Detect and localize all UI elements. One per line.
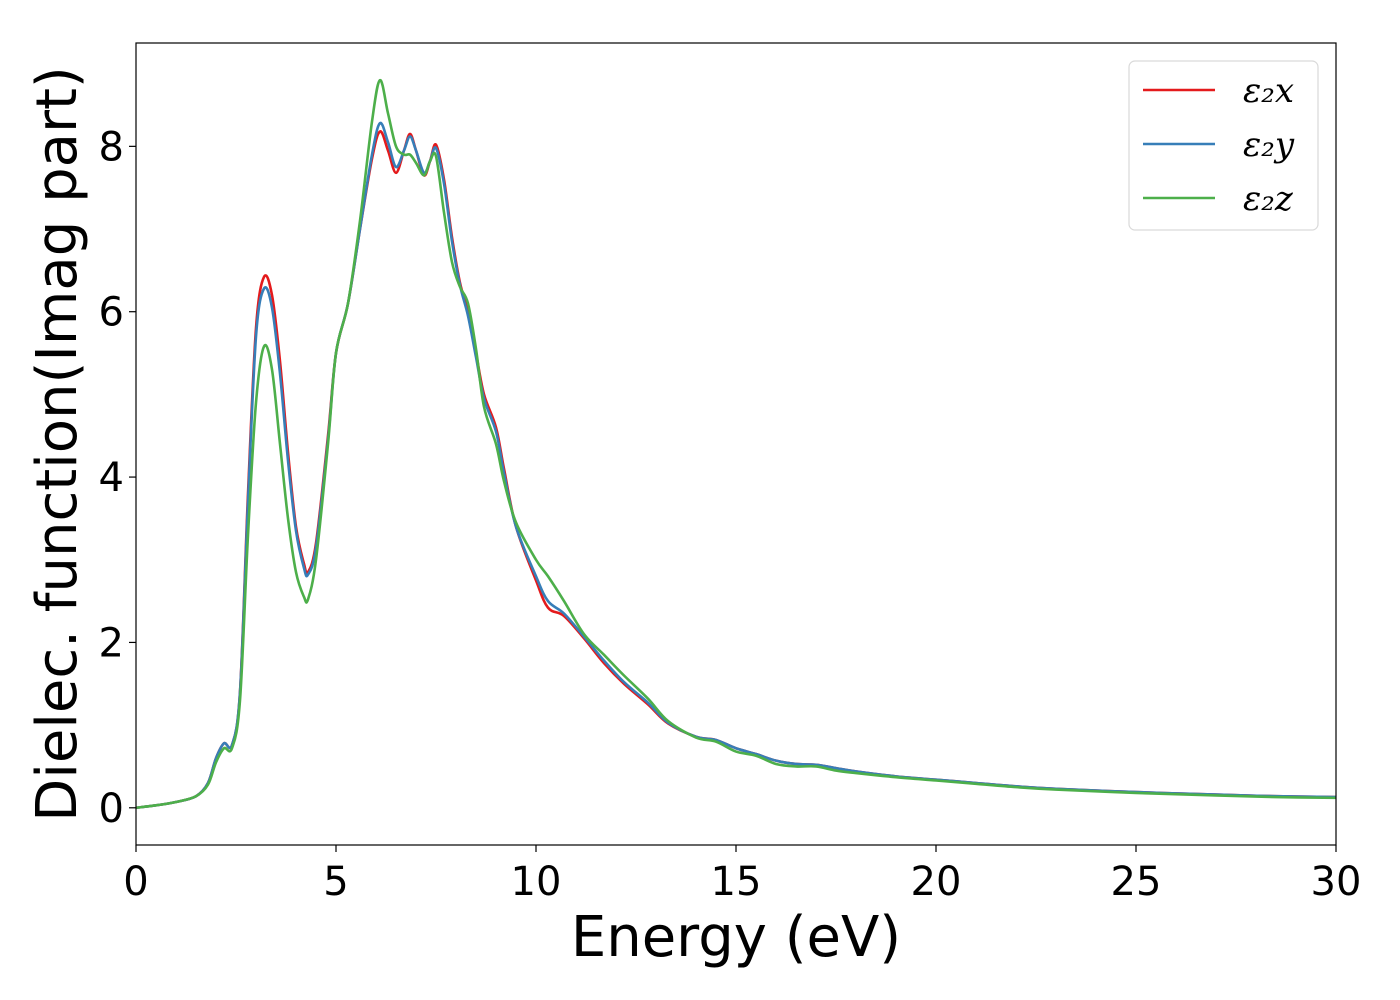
- y-axis-ticks: 0 2 4 6 8: [99, 124, 136, 832]
- y-tick-label: 6: [99, 290, 124, 336]
- y-tick-label: 0: [99, 786, 124, 832]
- y-tick-label: 4: [99, 455, 124, 501]
- x-tick-label: 10: [511, 859, 562, 905]
- x-tick-label: 0: [123, 859, 148, 905]
- series-layer: [136, 78, 1336, 810]
- y-axis-label: Dielec. function(Imag part): [25, 66, 90, 822]
- series-line-2: [136, 121, 1336, 810]
- x-tick-label: 25: [1111, 859, 1162, 905]
- x-tick-label: 5: [323, 859, 348, 905]
- legend-label-2: ε₂y: [1243, 125, 1295, 165]
- x-tick-label: 30: [1311, 859, 1362, 905]
- x-axis-ticks: 0 5 10 15 20 25 30: [123, 845, 1361, 905]
- legend-label-3: ε₂z: [1243, 179, 1294, 219]
- legend-label-1: ε₂x: [1243, 71, 1294, 111]
- series-line-3: [136, 78, 1336, 810]
- y-tick-label: 8: [99, 124, 124, 170]
- legend: ε₂x ε₂y ε₂z: [1128, 60, 1319, 231]
- x-axis-label: Energy (eV): [571, 905, 901, 970]
- x-tick-label: 20: [911, 859, 962, 905]
- x-tick-label: 15: [711, 859, 762, 905]
- legend-box: [1128, 60, 1319, 231]
- y-tick-label: 2: [99, 620, 124, 666]
